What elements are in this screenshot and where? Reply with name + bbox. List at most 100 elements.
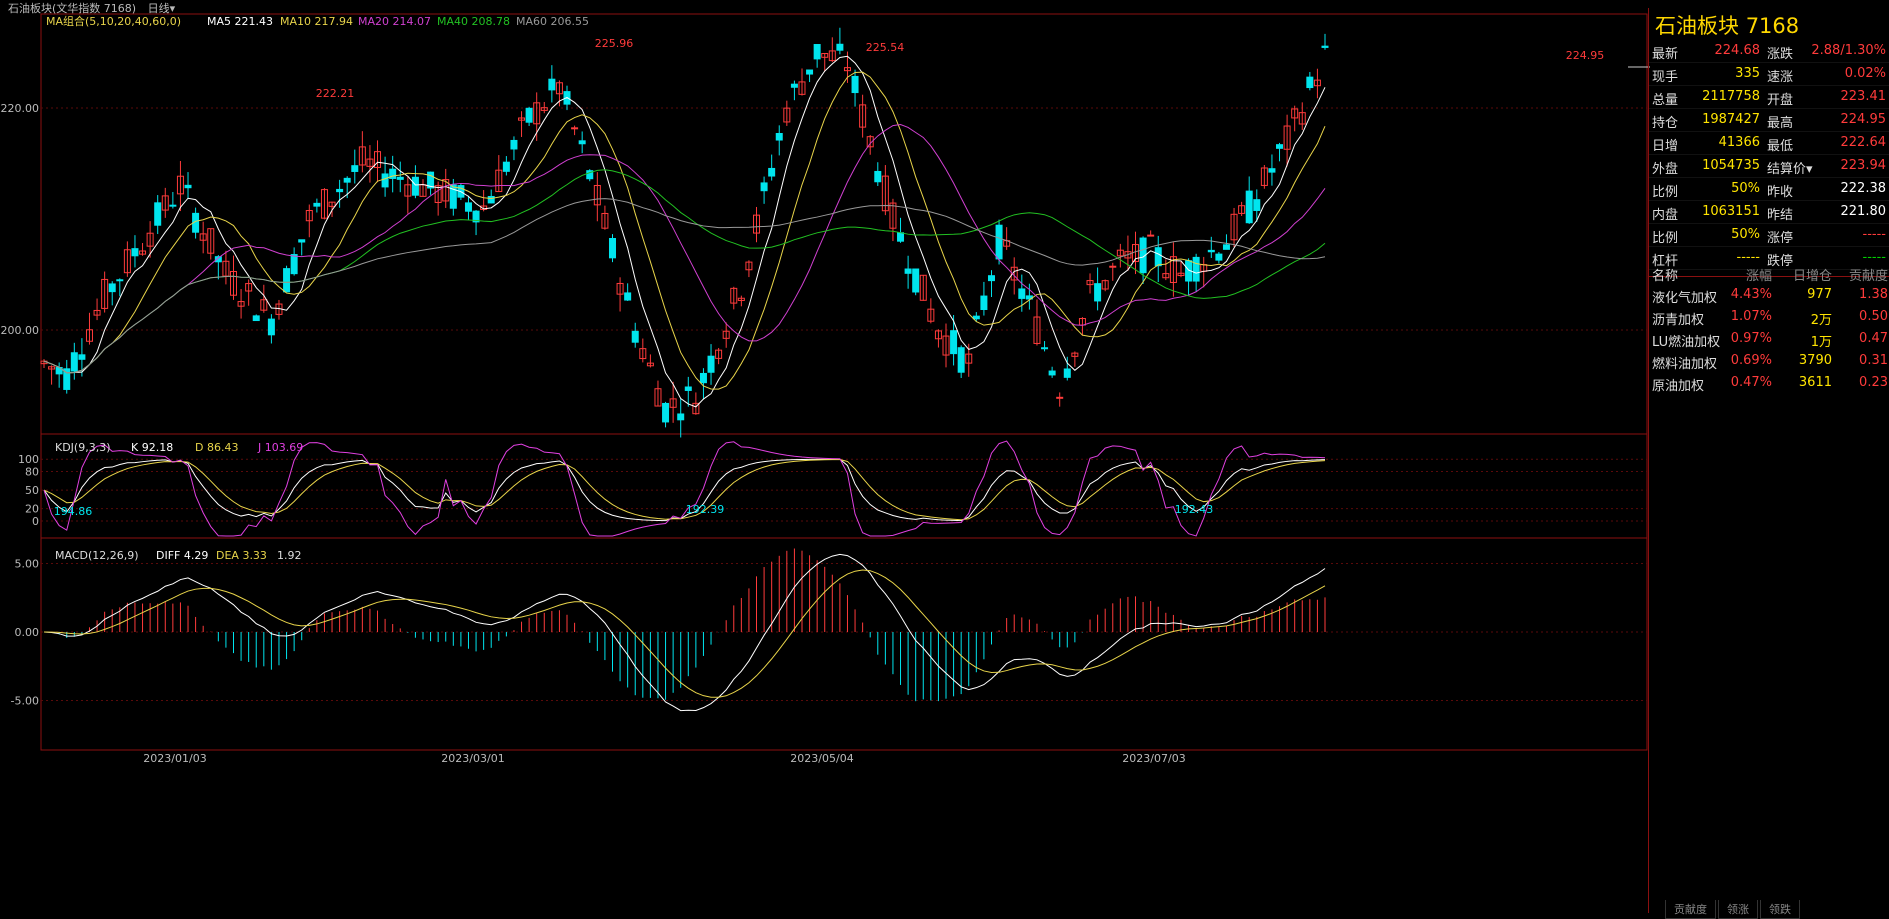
candle-body — [1298, 112, 1306, 125]
candle-body — [328, 201, 336, 207]
quote-value: 1987427 — [1702, 112, 1760, 127]
contrib-cell: 1万 — [1810, 335, 1832, 350]
kdj-tick-label: 50 — [25, 484, 39, 497]
kdj-k-line — [43, 458, 1326, 522]
contrib-cell: 3611 — [1798, 375, 1832, 390]
panel-tab[interactable]: 领涨 — [1718, 900, 1758, 919]
contrib-row[interactable]: 原油加权 0.47% 3611 0.23 — [1649, 372, 1889, 394]
macd-diff-value: DIFF 4.29 — [156, 549, 208, 562]
candle-body — [146, 232, 154, 247]
candle-body — [336, 188, 344, 193]
date-tick-label: 2023/01/03 — [143, 752, 206, 765]
macd-diff-line — [43, 553, 1326, 712]
candle-body — [851, 75, 859, 94]
quote-value: 223.41 — [1840, 89, 1887, 104]
quote-value: 0.02% — [1844, 66, 1886, 81]
contrib-header-cell[interactable]: 日增仓 — [1792, 269, 1832, 284]
kdj-j-value: J 103.69 — [257, 441, 303, 454]
candle-body — [616, 282, 624, 295]
panel-tab[interactable]: 领跌 — [1760, 900, 1800, 919]
contrib-cell: 0.47% — [1730, 375, 1772, 390]
candle-body — [730, 287, 738, 304]
candle-body — [715, 349, 723, 359]
candle-body — [343, 177, 351, 183]
candle-body — [411, 176, 419, 196]
candle-body — [1268, 168, 1276, 173]
contrib-header-cell[interactable]: 名称 — [1652, 269, 1679, 284]
contrib-cell: 977 — [1807, 287, 1832, 302]
kdj-d-value: D 86.43 — [195, 441, 238, 454]
quote-row: 比例 50% 涨停 ----- — [1649, 224, 1889, 247]
ma10-value: MA10 217.94 — [280, 15, 353, 28]
candle-body — [320, 189, 328, 219]
price-tick-label: 200.00 — [1, 324, 40, 337]
contrib-row[interactable]: 沥青加权 1.07% 2万 0.50 — [1649, 306, 1889, 328]
candle-body — [631, 330, 639, 343]
candle-body — [874, 170, 882, 183]
contrib-row[interactable]: 燃料油加权 0.69% 3790 0.31 — [1649, 350, 1889, 372]
candle-body — [131, 248, 139, 257]
candle-body — [48, 366, 56, 370]
candle-body — [965, 353, 973, 364]
contrib-row[interactable]: LU燃油加权 0.97% 1万 0.47 — [1649, 328, 1889, 350]
candle-body — [904, 268, 912, 274]
low-mark-2: 192.43 — [1175, 503, 1214, 516]
quote-value: 1063151 — [1702, 204, 1760, 219]
ma10-line — [43, 71, 1326, 390]
contrib-header-cell[interactable]: 涨幅 — [1745, 269, 1772, 284]
macd-legend[interactable]: MACD(12,26,9) — [55, 549, 139, 562]
quote-value: ----- — [1862, 227, 1886, 242]
candle-body — [1238, 205, 1246, 214]
quote-value: 224.95 — [1840, 112, 1887, 127]
candle-body — [806, 69, 814, 75]
candle-body — [207, 228, 215, 254]
candle-body — [897, 232, 905, 242]
contrib-header: 名称 涨幅 日增仓 贡献度 — [1649, 262, 1889, 284]
ma-legend[interactable]: MA组合(5,10,20,40,60,0) — [46, 14, 181, 28]
contrib-cell: 4.43% — [1730, 287, 1772, 302]
kdj-legend[interactable]: KDJ(9,3,3) — [55, 441, 111, 454]
candle-body — [745, 261, 753, 271]
candle-body — [199, 233, 207, 241]
candle-body — [1147, 234, 1155, 237]
contrib-header-cell[interactable]: 贡献度 — [1848, 269, 1888, 284]
candle-body — [1041, 347, 1049, 350]
panel-tab[interactable]: 贡献度 — [1665, 900, 1716, 919]
quote-value: ----- — [1736, 250, 1760, 265]
candle-body — [1071, 352, 1079, 357]
quote-row: 比例 50% 昨收 222.38 — [1649, 178, 1889, 201]
candle-body — [1101, 280, 1109, 290]
candle-body — [1033, 316, 1041, 344]
chart-titlebar: 石油板块(文华指数 7168) 日线▾ — [0, 0, 1650, 16]
ma40-value: MA40 208.78 — [437, 15, 510, 28]
price-tick-label: 220.00 — [1, 102, 40, 115]
candle-body — [586, 170, 594, 180]
candle-body — [768, 167, 776, 177]
quote-label: 日增 — [1652, 139, 1679, 154]
candle-body — [237, 301, 245, 307]
candle-body — [927, 308, 935, 322]
contrib-cell: 燃料油加权 — [1652, 357, 1718, 372]
macd-hist-value: 1.92 — [277, 549, 302, 562]
quote-value: ----- — [1862, 250, 1886, 265]
candle-body — [298, 239, 306, 243]
ma60-line — [43, 198, 1326, 374]
candle-body — [1048, 370, 1056, 376]
candle-body — [722, 330, 730, 339]
candle-body — [919, 274, 927, 301]
candle-body — [980, 295, 988, 311]
period-selector[interactable]: 日线▾ — [147, 2, 176, 15]
candle-body — [1222, 244, 1230, 250]
contrib-row[interactable]: 液化气加权 4.43% 977 1.38 — [1649, 284, 1889, 306]
ma60-value: MA60 206.55 — [516, 15, 589, 28]
quote-value: 222.64 — [1840, 135, 1887, 150]
kdj-k-value: K 92.18 — [131, 441, 173, 454]
quote-label: 总量 — [1652, 93, 1679, 108]
candle-body — [78, 354, 86, 360]
quote-label: 涨跌 — [1767, 47, 1794, 62]
candle-body — [283, 268, 291, 293]
kdj-tick-label: 0 — [32, 515, 39, 528]
quote-value: 221.80 — [1840, 204, 1887, 219]
candle-body — [760, 182, 768, 192]
